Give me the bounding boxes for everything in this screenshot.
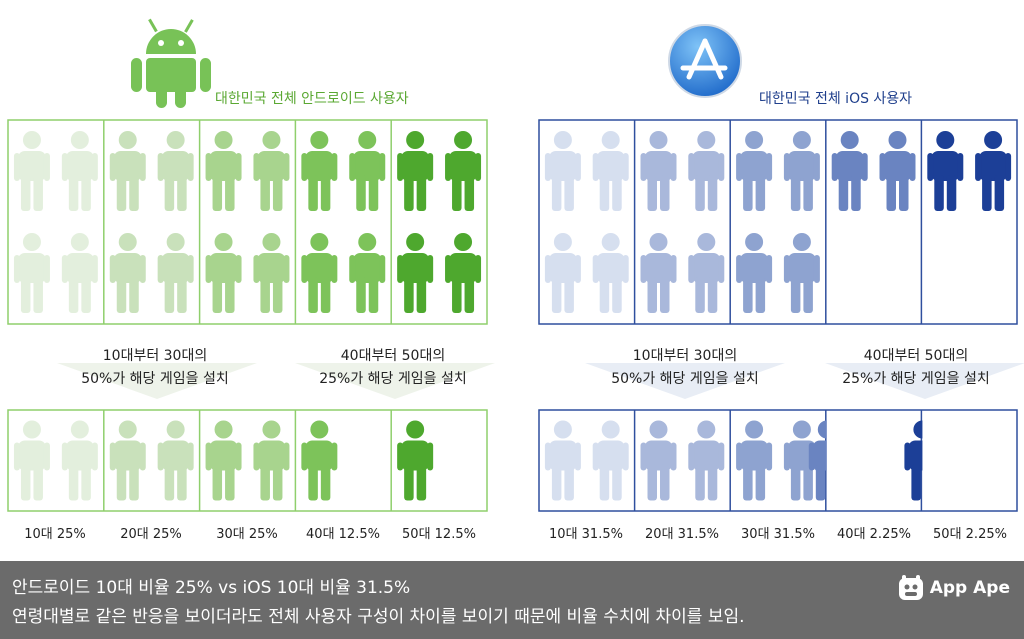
person-icon bbox=[592, 233, 629, 313]
person-icon bbox=[109, 131, 146, 211]
person-icon bbox=[109, 233, 146, 313]
ios-note-left: 10대부터 30대의 50%가 해당 게임을 설치 bbox=[611, 348, 759, 387]
ios-age-label: 20대 31.5% bbox=[645, 527, 719, 542]
person-icon bbox=[205, 420, 242, 501]
person-icon bbox=[544, 420, 581, 501]
person-icon bbox=[736, 131, 773, 211]
person-icon bbox=[301, 131, 338, 211]
ios-note-right: 40대부터 50대의 25%가 해당 게임을 설치 bbox=[842, 348, 990, 387]
person-icon bbox=[445, 233, 482, 313]
ios-title: 대한민국 전체 iOS 사용자 bbox=[759, 91, 913, 107]
android-note-right: 40대부터 50대의 25%가 해당 게임을 설치 bbox=[319, 348, 467, 387]
android-population-chart bbox=[7, 119, 488, 325]
ios-age-label: 30대 31.5% bbox=[741, 527, 815, 542]
person-icon bbox=[157, 233, 194, 313]
person-icon bbox=[783, 131, 820, 211]
person-icon bbox=[445, 131, 482, 211]
person-icon bbox=[253, 131, 290, 211]
person-icon bbox=[349, 233, 386, 313]
person-icon bbox=[736, 233, 773, 313]
android-age-label: 50대 12.5% bbox=[402, 527, 476, 542]
person-icon bbox=[61, 233, 98, 313]
footer-line-2: 연령대별로 같은 반응을 보이더라도 전체 사용자 구성이 차이를 보이기 때문… bbox=[12, 607, 745, 627]
person-icon bbox=[879, 131, 916, 211]
app-store-icon bbox=[668, 24, 742, 98]
person-icon bbox=[808, 420, 827, 501]
person-icon bbox=[688, 420, 725, 501]
brand-name: App Ape bbox=[929, 578, 1010, 598]
brand: App Ape bbox=[898, 575, 1010, 601]
person-icon bbox=[783, 420, 820, 501]
person-icon bbox=[975, 131, 1012, 211]
person-icon bbox=[592, 420, 629, 501]
footer-line-1: 안드로이드 10대 비율 25% vs iOS 10대 비율 31.5% bbox=[12, 578, 411, 598]
down-arrow-icon bbox=[295, 363, 495, 399]
down-arrow-icon bbox=[825, 363, 1024, 399]
android-age-label: 40대 12.5% bbox=[306, 527, 380, 542]
person-icon bbox=[640, 420, 677, 501]
person-icon bbox=[544, 131, 581, 211]
ios-age-label: 40대 2.25% bbox=[837, 527, 911, 542]
person-icon bbox=[397, 420, 434, 501]
app-ape-logo-icon bbox=[898, 575, 923, 600]
person-icon bbox=[736, 420, 773, 501]
android-title: 대한민국 전체 안드로이드 사용자 bbox=[215, 91, 409, 107]
person-icon bbox=[109, 420, 146, 501]
footer-banner: 안드로이드 10대 비율 25% vs iOS 10대 비율 31.5% 연령대… bbox=[0, 561, 1024, 639]
person-icon bbox=[253, 233, 290, 313]
down-arrow-icon bbox=[57, 363, 257, 399]
person-icon bbox=[783, 233, 820, 313]
person-icon bbox=[397, 131, 434, 211]
person-icon bbox=[927, 131, 964, 211]
ios-population-chart bbox=[538, 119, 1018, 325]
person-icon bbox=[13, 420, 50, 501]
person-icon bbox=[592, 131, 629, 211]
android-robot-icon bbox=[131, 18, 211, 108]
person-icon bbox=[301, 233, 338, 313]
android-installed-chart bbox=[7, 409, 488, 512]
person-icon bbox=[349, 131, 386, 211]
person-icon bbox=[253, 420, 290, 501]
person-icon bbox=[205, 233, 242, 313]
person-icon bbox=[904, 420, 923, 501]
android-age-label: 10대 25% bbox=[24, 527, 86, 542]
person-icon bbox=[688, 131, 725, 211]
person-icon bbox=[640, 233, 677, 313]
person-icon bbox=[61, 131, 98, 211]
down-arrow-icon bbox=[585, 363, 785, 399]
person-icon bbox=[544, 233, 581, 313]
ios-installed-chart bbox=[538, 409, 1018, 512]
person-icon bbox=[157, 420, 194, 501]
person-icon bbox=[157, 131, 194, 211]
person-icon bbox=[831, 131, 868, 211]
person-icon bbox=[205, 131, 242, 211]
ios-age-label: 50대 2.25% bbox=[933, 527, 1007, 542]
person-icon bbox=[640, 131, 677, 211]
android-note-left: 10대부터 30대의 50%가 해당 게임을 설치 bbox=[81, 348, 229, 387]
ios-age-label: 10대 31.5% bbox=[549, 527, 623, 542]
android-age-label: 30대 25% bbox=[216, 527, 278, 542]
person-icon bbox=[301, 420, 338, 501]
person-icon bbox=[397, 233, 434, 313]
person-icon bbox=[61, 420, 98, 501]
person-icon bbox=[13, 131, 50, 211]
android-age-label: 20대 25% bbox=[120, 527, 182, 542]
person-icon bbox=[688, 233, 725, 313]
person-icon bbox=[13, 233, 50, 313]
